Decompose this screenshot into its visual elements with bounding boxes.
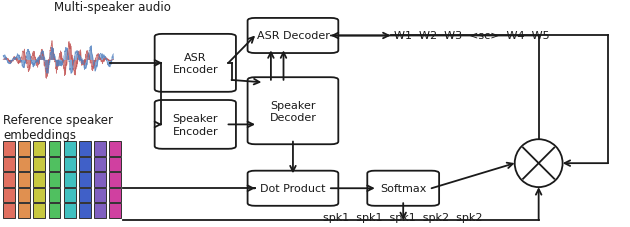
Bar xyxy=(79,141,91,156)
Text: Dot Product: Dot Product xyxy=(260,183,326,193)
Bar xyxy=(64,157,76,172)
FancyBboxPatch shape xyxy=(155,35,236,92)
Bar xyxy=(33,172,45,187)
Bar xyxy=(18,203,30,218)
Bar xyxy=(49,172,60,187)
Bar xyxy=(94,203,106,218)
Bar xyxy=(109,157,121,172)
Bar xyxy=(64,188,76,202)
Text: Speaker
Encoder: Speaker Encoder xyxy=(173,114,218,136)
FancyBboxPatch shape xyxy=(248,78,338,145)
Bar xyxy=(33,188,45,202)
Bar xyxy=(64,172,76,187)
Bar xyxy=(79,188,91,202)
Bar xyxy=(94,141,106,156)
FancyBboxPatch shape xyxy=(248,19,338,54)
Bar xyxy=(33,157,45,172)
FancyBboxPatch shape xyxy=(367,171,439,206)
Bar xyxy=(3,141,15,156)
Bar xyxy=(109,172,121,187)
Bar xyxy=(49,157,60,172)
Text: ASR
Encoder: ASR Encoder xyxy=(173,52,218,75)
Text: spk1  spk1  spk1  spk2  spk2: spk1 spk1 spk1 spk2 spk2 xyxy=(323,212,483,222)
Bar xyxy=(94,188,106,202)
Bar xyxy=(18,172,30,187)
Bar xyxy=(79,203,91,218)
Ellipse shape xyxy=(515,140,563,187)
Bar xyxy=(3,188,15,202)
Bar xyxy=(33,203,45,218)
FancyBboxPatch shape xyxy=(155,101,236,149)
Bar xyxy=(49,203,60,218)
Bar xyxy=(94,157,106,172)
Bar xyxy=(94,172,106,187)
Text: Multi-speaker audio: Multi-speaker audio xyxy=(54,1,171,14)
Bar xyxy=(18,141,30,156)
Text: Speaker
Decoder: Speaker Decoder xyxy=(270,100,316,122)
Bar xyxy=(18,188,30,202)
Text: Softmax: Softmax xyxy=(380,183,427,193)
Text: W1  W2  W3  <sc>  W4  W5: W1 W2 W3 <sc> W4 W5 xyxy=(394,31,549,41)
Bar xyxy=(49,141,60,156)
Bar xyxy=(109,188,121,202)
Bar xyxy=(109,203,121,218)
Text: Reference speaker
embeddings: Reference speaker embeddings xyxy=(3,114,113,141)
Bar xyxy=(79,172,91,187)
Bar xyxy=(109,141,121,156)
Bar xyxy=(18,157,30,172)
Bar xyxy=(64,141,76,156)
Bar xyxy=(3,172,15,187)
Bar xyxy=(64,203,76,218)
FancyBboxPatch shape xyxy=(248,171,338,206)
Bar xyxy=(49,188,60,202)
Bar xyxy=(3,157,15,172)
Text: ASR Decoder: ASR Decoder xyxy=(256,31,329,41)
Bar xyxy=(79,157,91,172)
Bar xyxy=(3,203,15,218)
Bar xyxy=(33,141,45,156)
